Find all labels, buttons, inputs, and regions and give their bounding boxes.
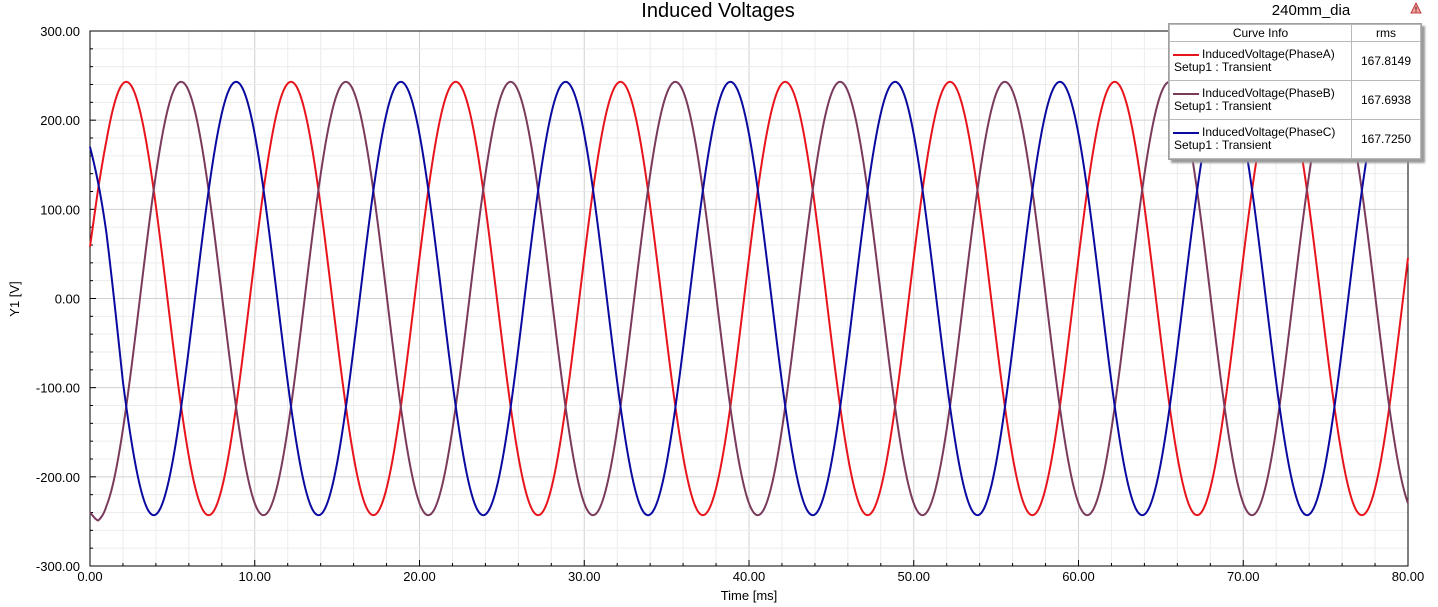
legend-swatch: [1173, 131, 1199, 134]
y-tick-label: 200.00: [40, 113, 80, 128]
legend-rms-value: 167.7250: [1351, 119, 1421, 159]
y-tick-label: -300.00: [36, 559, 80, 574]
legend-setup: Setup1 : Transient: [1174, 60, 1272, 74]
legend-setup: Setup1 : Transient: [1174, 99, 1272, 113]
legend-swatch: [1173, 92, 1199, 95]
legend-rms-value: 167.6938: [1351, 80, 1421, 120]
y-tick-label: 300.00: [40, 24, 80, 39]
legend-header-curve: Curve Info: [1169, 24, 1352, 42]
legend-series-name: InducedVoltage(PhaseC): [1202, 125, 1336, 139]
series-line-phasec: [89, 80, 1409, 517]
axis-ticks: 0.00 10.00 20.00 30.00 40.00 50.00 60.00 70.00 8…: [36, 24, 1424, 584]
chart-title: Induced Voltages: [641, 0, 794, 22]
x-tick-label: 50.00: [897, 569, 930, 584]
series-line-phasea: [89, 80, 1409, 517]
legend-row-phasec[interactable]: InducedVoltage(PhaseC) Setup1 : Transien…: [1169, 119, 1421, 159]
warning-icon[interactable]: [1410, 2, 1422, 14]
x-tick-label: 70.00: [1227, 569, 1260, 584]
legend-rms-value: 167.8149: [1351, 41, 1421, 81]
x-tick-label: 40.00: [733, 569, 766, 584]
legend-row-phaseb[interactable]: InducedVoltage(PhaseB) Setup1 : Transien…: [1169, 80, 1421, 120]
legend-series-name: InducedVoltage(PhaseA): [1202, 47, 1335, 61]
y-tick-label: -200.00: [36, 470, 80, 485]
x-tick-label: 10.00: [238, 569, 271, 584]
x-tick-label: 30.00: [568, 569, 601, 584]
x-axis-label: Time [ms]: [721, 588, 778, 603]
legend-setup: Setup1 : Transient: [1174, 138, 1272, 152]
x-tick-label: 20.00: [403, 569, 436, 584]
curve-info-legend[interactable]: Curve Info rms InducedVoltage(PhaseA) Se…: [1168, 23, 1422, 160]
legend-series-name: InducedVoltage(PhaseB): [1202, 86, 1335, 100]
y-tick-label: 0.00: [55, 292, 80, 307]
x-tick-label: 80.00: [1392, 569, 1425, 584]
legend-swatch: [1173, 53, 1199, 56]
y-tick-label: -100.00: [36, 381, 80, 396]
legend-row-phasea[interactable]: InducedVoltage(PhaseA) Setup1 : Transien…: [1169, 41, 1421, 81]
y-tick-label: 100.00: [40, 202, 80, 217]
legend-header-rms: rms: [1351, 24, 1421, 42]
x-tick-label: 60.00: [1062, 569, 1095, 584]
project-label: 240mm_dia: [1272, 2, 1351, 19]
y-axis-label: Y1 [V]: [7, 281, 22, 316]
x-tick-label: 0.00: [77, 569, 102, 584]
